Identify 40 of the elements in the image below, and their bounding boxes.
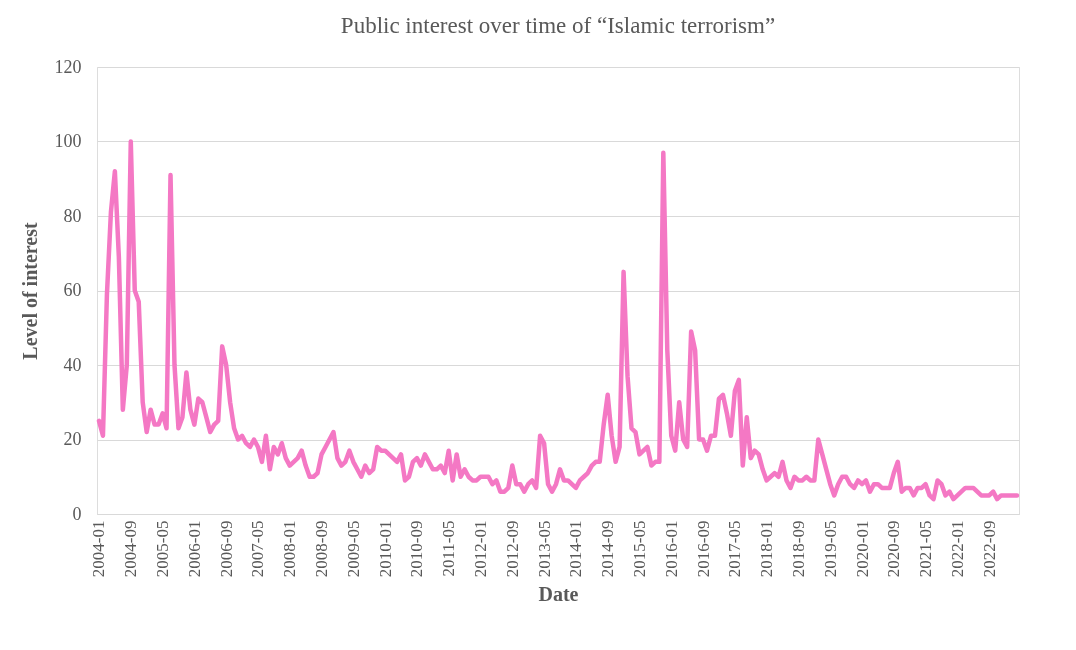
x-tick-label: 2009-05 xyxy=(343,520,363,578)
x-tick-label: 2014-01 xyxy=(566,520,586,578)
x-tick-label: 2020-01 xyxy=(852,520,872,578)
x-tick-label: 2004-09 xyxy=(121,520,141,578)
x-tick-label: 2022-01 xyxy=(947,520,967,578)
y-tick-label: 0 xyxy=(72,503,82,524)
x-tick-label: 2006-01 xyxy=(184,520,204,578)
x-tick-label: 2014-09 xyxy=(598,520,618,578)
x-tick-label: 2022-09 xyxy=(979,520,999,578)
x-tick-label: 2018-09 xyxy=(788,520,808,578)
y-tick-label: 60 xyxy=(63,280,82,300)
x-tick-label: 2012-09 xyxy=(502,520,522,578)
x-tick-label: 2008-09 xyxy=(312,520,332,578)
line-series xyxy=(96,139,1020,502)
x-tick-label: 2004-01 xyxy=(89,520,109,578)
x-tick-label: 2013-05 xyxy=(534,520,554,578)
x-tick-label: 2012-01 xyxy=(471,520,490,578)
x-axis-title: Date xyxy=(538,583,579,606)
y-tick-label: 40 xyxy=(63,354,82,375)
x-tick-label: 2010-01 xyxy=(375,520,395,578)
y-axis-title: Level of interest xyxy=(18,221,41,360)
x-tick-label: 2017-05 xyxy=(725,520,745,578)
y-tick-label: 20 xyxy=(63,429,82,449)
y-tick-label: 80 xyxy=(63,205,82,226)
x-tick-label: 2005-05 xyxy=(153,520,173,578)
x-tick-label: 2020-09 xyxy=(884,520,904,578)
y-tick-label: 100 xyxy=(54,131,82,151)
x-tick-label: 2019-05 xyxy=(820,520,840,578)
chart-title: Public interest over time of “Islamic terrorism” xyxy=(340,13,776,38)
x-tick-label: 2008-01 xyxy=(280,520,300,578)
y-tick-label: 120 xyxy=(54,56,82,77)
x-tick-label: 2011-05 xyxy=(439,520,459,577)
x-tick-label: 2016-09 xyxy=(693,520,713,578)
x-tick-label: 2015-05 xyxy=(629,520,649,578)
x-tick-label: 2018-01 xyxy=(757,520,777,578)
x-tick-label: 2006-09 xyxy=(216,520,236,578)
x-tick-label: 2021-05 xyxy=(916,520,936,578)
x-tick-label: 2016-01 xyxy=(661,520,681,578)
x-tick-label: 2007-05 xyxy=(248,520,268,578)
x-tick-label: 2010-09 xyxy=(407,520,427,578)
